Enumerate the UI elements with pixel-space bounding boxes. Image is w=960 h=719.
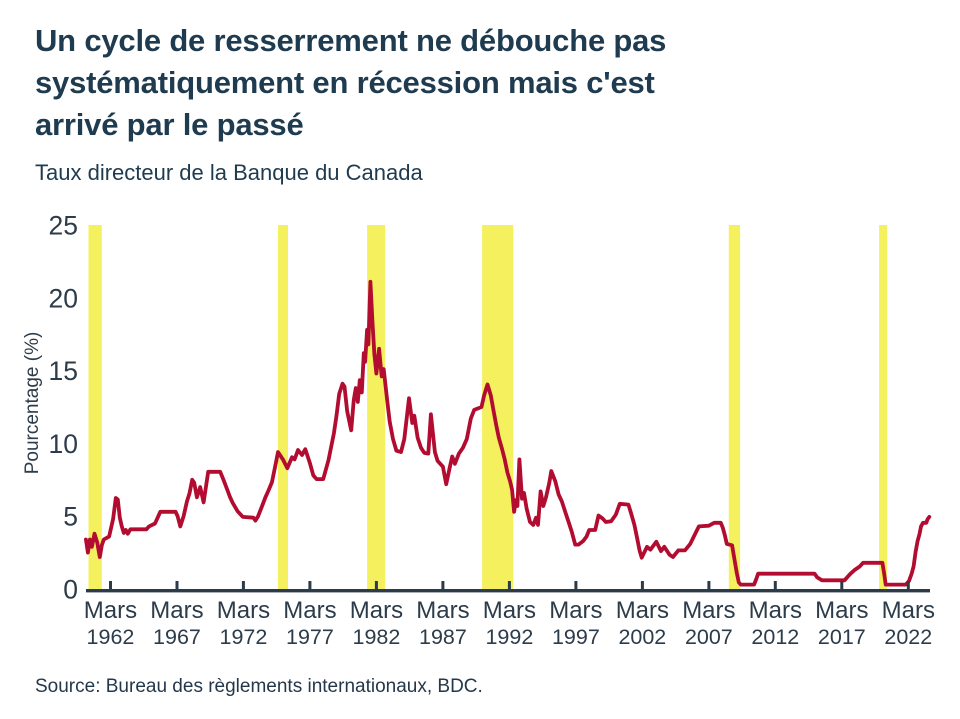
source-note: Source: Bureau des règlements internatio… xyxy=(35,676,483,697)
y-axis-title: Pourcentage (%) xyxy=(22,332,43,475)
y-tick-label: 10 xyxy=(49,429,78,459)
x-tick-label-year: 1997 xyxy=(552,625,600,649)
x-tick-label-month: Mars xyxy=(350,597,403,624)
x-tick-label-month: Mars xyxy=(815,597,868,624)
x-tick xyxy=(906,581,910,590)
x-tick xyxy=(441,581,445,590)
chart-title: Un cycle de resserrement ne débouche pas… xyxy=(35,23,667,143)
y-tick-label: 25 xyxy=(49,211,78,241)
x-axis-line xyxy=(86,589,930,593)
y-tick-label: 20 xyxy=(49,283,78,313)
x-tick-label-month: Mars xyxy=(84,597,137,624)
x-tick-label-year: 2002 xyxy=(618,625,666,649)
x-tick-label-month: Mars xyxy=(882,597,935,624)
x-tick-label-year: 1982 xyxy=(352,625,400,649)
x-tick-label-month: Mars xyxy=(749,597,802,624)
x-tick xyxy=(308,581,312,590)
x-tick-label-year: 2017 xyxy=(818,625,866,649)
x-tick-label-month: Mars xyxy=(416,597,469,624)
x-tick-label-month: Mars xyxy=(616,597,669,624)
x-tick-label-year: 1977 xyxy=(286,625,334,649)
x-tick-label-year: 1962 xyxy=(87,625,135,649)
y-tick-label: 15 xyxy=(49,356,78,386)
recession-band xyxy=(278,225,288,590)
recession-band xyxy=(728,225,741,590)
x-tick xyxy=(574,581,578,590)
recession-band xyxy=(879,225,888,590)
x-tick xyxy=(640,581,644,590)
x-tick-label-year: 2022 xyxy=(884,625,932,649)
x-tick xyxy=(241,581,245,590)
y-tick-label: 5 xyxy=(63,502,78,532)
x-tick-label-month: Mars xyxy=(682,597,735,624)
x-tick xyxy=(773,581,777,590)
x-tick-label-month: Mars xyxy=(283,597,336,624)
x-tick-label-month: Mars xyxy=(217,597,270,624)
x-tick xyxy=(109,581,112,590)
x-tick xyxy=(707,581,711,590)
x-tick xyxy=(840,581,844,590)
chart-subtitle: Taux directeur de la Banque du Canada xyxy=(35,160,423,185)
recession-band xyxy=(88,225,102,590)
policy-rate-line xyxy=(84,279,932,587)
x-tick-label-year: 2012 xyxy=(751,625,799,649)
x-tick-label-month: Mars xyxy=(150,597,203,624)
x-tick-label-year: 1972 xyxy=(220,625,268,649)
x-tick xyxy=(507,581,511,590)
y-tick-label: 0 xyxy=(63,575,78,605)
x-tick-label-year: 1967 xyxy=(153,625,201,649)
x-tick xyxy=(175,581,179,590)
x-tick-label-year: 1987 xyxy=(419,625,467,649)
x-tick xyxy=(374,581,378,590)
x-tick-label-year: 1992 xyxy=(485,625,533,649)
x-tick-label-month: Mars xyxy=(483,597,536,624)
x-tick-label-month: Mars xyxy=(549,597,602,624)
x-tick-label-year: 2007 xyxy=(685,625,733,649)
recession-band xyxy=(482,225,514,590)
recession-band xyxy=(367,225,386,590)
